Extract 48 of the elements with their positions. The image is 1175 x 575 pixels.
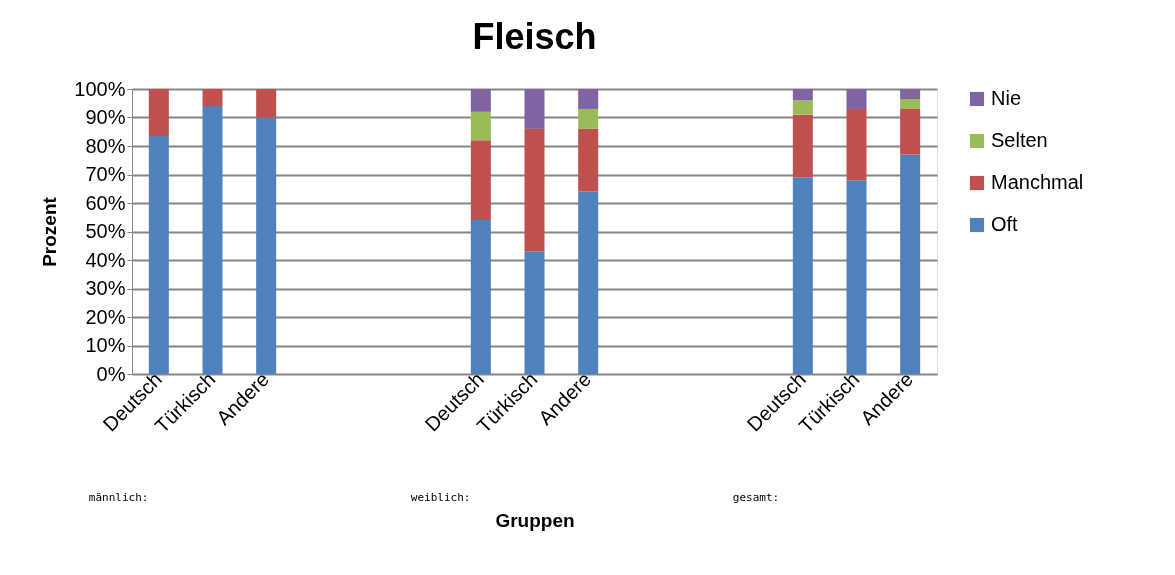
legend-label: Manchmal: [991, 171, 1084, 193]
y-axis-title: Prozent: [39, 196, 61, 267]
text: weiblich:: [410, 491, 471, 504]
text: gesamt:: [732, 491, 780, 504]
bar: [470, 140, 491, 221]
bar: [900, 108, 921, 155]
bar: [202, 106, 223, 374]
bar: [524, 128, 545, 252]
bar: [900, 98, 921, 109]
x-axis-title: Gruppen: [495, 510, 575, 531]
y-tick-label: 70%: [85, 163, 126, 185]
text: männlich:: [88, 491, 149, 504]
bar: [792, 177, 813, 374]
bar: [256, 89, 277, 118]
y-tick-label: 90%: [85, 106, 126, 128]
bar: [256, 117, 277, 374]
bar: [578, 191, 599, 374]
bar: [578, 128, 599, 192]
bar: [148, 89, 169, 137]
y-tick-label: 100%: [74, 77, 126, 100]
bar: [846, 180, 867, 374]
bar: [524, 251, 545, 374]
bar: [846, 89, 867, 109]
y-tick-label: 10%: [85, 334, 126, 356]
legend-label: Selten: [991, 129, 1048, 151]
y-tick-label: 50%: [85, 220, 126, 242]
y-tick-label: 60%: [85, 191, 126, 214]
bar: [578, 89, 599, 109]
legend-label: Oft: [991, 213, 1019, 235]
bar: [524, 89, 545, 129]
bar: [202, 89, 223, 107]
bar: [470, 89, 491, 112]
bar: [792, 114, 813, 178]
bar: [578, 108, 599, 129]
bar: [148, 136, 169, 374]
y-tick-label: 20%: [85, 305, 126, 328]
bar: [470, 111, 491, 141]
bar: [900, 89, 921, 99]
bar: [846, 108, 867, 181]
chart-title: Fleisch: [472, 16, 597, 57]
y-tick-label: 80%: [85, 134, 126, 157]
bar: [792, 100, 813, 115]
y-tick-label: 40%: [85, 248, 126, 271]
legend-label: Nie: [991, 87, 1022, 109]
y-tick-label: 30%: [85, 277, 126, 299]
bar: [792, 89, 813, 101]
bar: [900, 154, 921, 374]
bar: [470, 220, 491, 374]
